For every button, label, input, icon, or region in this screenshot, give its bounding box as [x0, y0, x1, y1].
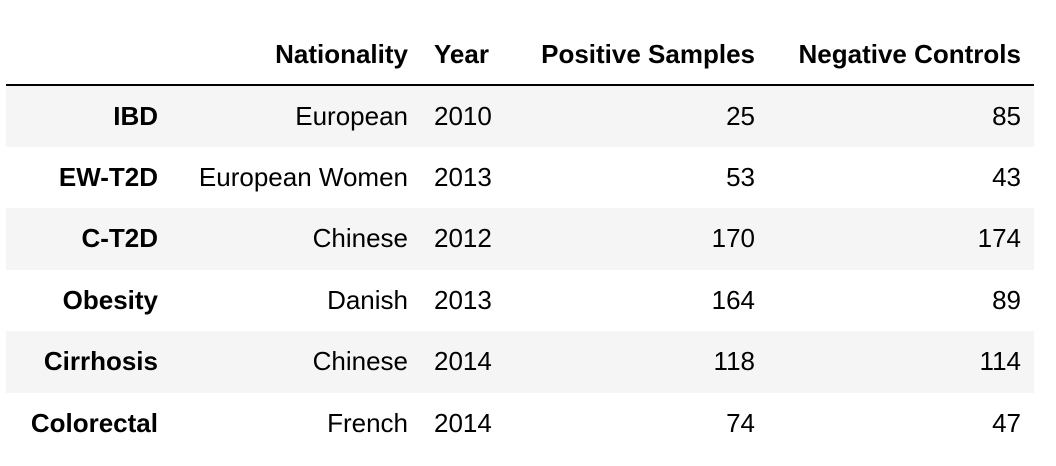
table-row: Cirrhosis Chinese 2014 118 114	[6, 331, 1034, 393]
table-row: Colorectal French 2014 74 47	[6, 392, 1034, 454]
negative-controls-cell: 114	[979, 346, 1021, 377]
positive-samples-cell: 25	[726, 100, 755, 131]
table-row: IBD European 2010 25 85	[6, 85, 1034, 147]
positive-samples-cell: 118	[713, 346, 755, 377]
row-label: EW-T2D	[58, 161, 158, 192]
data-table: Nationality Year Positive Samples Negati…	[6, 24, 1034, 454]
year-cell: 2013	[434, 161, 492, 192]
row-label: C-T2D	[81, 223, 158, 254]
negative-controls-cell: 85	[992, 100, 1021, 131]
header-row: Nationality Year Positive Samples Negati…	[6, 24, 1034, 86]
table-row: Obesity Danish 2013 164 89	[6, 269, 1034, 331]
nationality-cell: Danish	[327, 284, 408, 315]
nationality-cell: French	[327, 407, 408, 438]
year-cell: 2013	[434, 284, 492, 315]
header-index	[6, 24, 171, 86]
header-nationality: Nationality	[171, 24, 421, 86]
row-label: Cirrhosis	[43, 346, 158, 377]
year-cell: 2012	[434, 223, 492, 254]
header-positive-samples: Positive Samples	[511, 24, 768, 86]
row-label: Obesity	[62, 284, 158, 315]
positive-samples-cell: 170	[711, 223, 755, 254]
nationality-cell: Chinese	[312, 346, 408, 377]
header-negative-controls: Negative Controls	[768, 24, 1034, 86]
year-cell: 2014	[434, 407, 492, 438]
nationality-cell: European	[295, 100, 408, 131]
row-label: IBD	[113, 100, 158, 131]
negative-controls-cell: 89	[992, 284, 1021, 315]
positive-samples-cell: 53	[726, 161, 755, 192]
year-cell: 2014	[434, 346, 492, 377]
positive-samples-cell: 74	[726, 407, 755, 438]
table-header: Nationality Year Positive Samples Negati…	[6, 24, 1034, 86]
header-year: Year	[421, 24, 511, 86]
negative-controls-cell: 47	[992, 407, 1021, 438]
nationality-cell: Chinese	[312, 223, 408, 254]
year-cell: 2010	[434, 100, 492, 131]
nationality-cell: European Women	[198, 161, 408, 192]
row-label: Colorectal	[30, 407, 158, 438]
table-body: IBD European 2010 25 85 EW-T2D European …	[6, 85, 1034, 454]
table-row: EW-T2D European Women 2013 53 43	[6, 146, 1034, 208]
table-row: C-T2D Chinese 2012 170 174	[6, 208, 1034, 270]
negative-controls-cell: 43	[992, 161, 1021, 192]
positive-samples-cell: 164	[711, 284, 755, 315]
negative-controls-cell: 174	[977, 223, 1021, 254]
